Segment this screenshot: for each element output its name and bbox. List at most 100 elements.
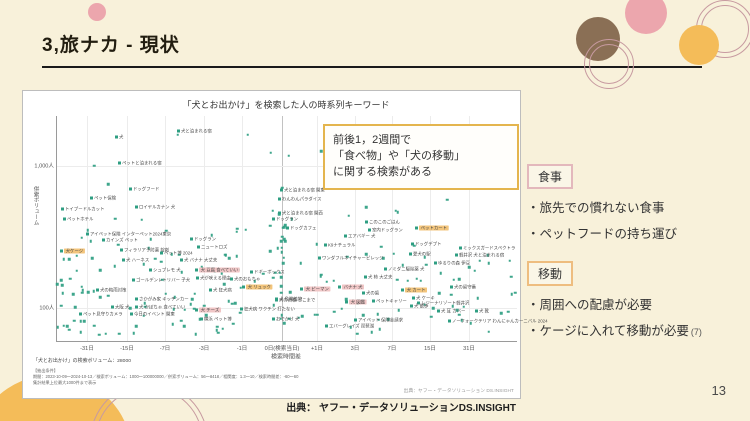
keyword-point: シュプレモ 犬 — [149, 265, 203, 274]
keyword-label: 犬 柿 大丈夫 — [367, 274, 393, 280]
scatter-dot — [361, 291, 365, 295]
scatter-point — [231, 322, 235, 325]
keyword-point: 犬 危険植物 — [275, 294, 321, 303]
scatter-point — [189, 303, 192, 306]
scatter-dot — [229, 277, 233, 281]
keyword-label: このこのごはん — [369, 219, 400, 225]
keyword-label: レジーナリゾート軽井沢 — [421, 300, 470, 306]
scatter-dot — [85, 232, 89, 236]
scatter-dot — [179, 258, 183, 262]
keyword-point: フィラリア予防薬 錠剤 — [120, 246, 206, 255]
y-tick-label: 100人 — [39, 304, 54, 312]
scatter-point — [468, 265, 471, 269]
scatter-dot — [195, 276, 199, 280]
keyword-point: トイプードルカット — [60, 205, 137, 214]
scatter-point — [378, 327, 381, 331]
scatter-point — [56, 326, 59, 329]
scatter-point — [203, 304, 206, 308]
scatter-point — [283, 237, 286, 241]
scatter-point — [486, 254, 490, 257]
keyword-label: 今日のイベント 関東 — [134, 311, 175, 317]
scatter-point — [284, 223, 287, 227]
scatter-point — [478, 259, 482, 263]
keyword-point: アイペット保険 インターペット2024東京 — [85, 229, 238, 238]
keyword-label: エバーグレイズ 琵琶湖 — [329, 323, 375, 329]
scatter-point — [356, 332, 359, 335]
keyword-label: 室内ドッグラン — [371, 227, 403, 233]
scatter-dot — [363, 275, 367, 279]
keyword-label: 犬と泊まれる宿 — [181, 128, 212, 134]
scatter-dot — [130, 312, 134, 316]
keyword-label: ドッグカフェ — [290, 225, 317, 231]
annotation-box: 前後1，2週間で 「食べ物」や「犬の移動」 に関する検索がある — [323, 124, 519, 190]
scatter-point — [397, 309, 401, 312]
scatter-point — [98, 296, 102, 299]
scatter-dot — [177, 129, 181, 133]
vertical-gridline — [241, 116, 243, 341]
scatter-point — [90, 257, 94, 260]
keyword-label: ワンダフルネイチャービレッジ — [321, 255, 384, 261]
keyword-label: 大阪 犬 — [114, 304, 130, 310]
scatter-point — [487, 330, 490, 334]
keyword-label: バナナ 犬 — [342, 284, 365, 290]
scatter-dot — [241, 285, 245, 289]
scatter-dot — [60, 207, 64, 211]
keyword-label: おでかけ 犬 — [275, 316, 300, 322]
keyword-label: 犬の歯 — [365, 290, 380, 296]
scatter-point — [62, 257, 66, 261]
scatter-point — [406, 279, 410, 283]
scatter-point — [261, 272, 265, 275]
chart-source: 出典：ヤフー・データソリューション DS.INSIGHT — [403, 388, 514, 394]
keyword-point: ワンダフルネイチャービレッジ — [317, 253, 434, 262]
keyword-point: 犬 柿 大丈夫 — [363, 273, 412, 282]
scatter-point — [415, 277, 419, 281]
keyword-point: 犬の留守番 — [449, 283, 494, 292]
scatter-dot — [114, 135, 118, 139]
x-tick-label: 15日 — [424, 345, 436, 352]
chart-title: 「犬とお出かけ」を検索した人の時系列キーワード — [182, 100, 390, 110]
scatter-point — [228, 256, 231, 260]
scatter-point — [215, 328, 218, 332]
keyword-label: 軽井沢 犬と泊まれる宿 — [458, 252, 505, 258]
keyword-label: 犬 散歩 — [413, 303, 429, 309]
keyword-point: ペット見守りカメラ — [79, 310, 155, 319]
scatter-dot — [189, 237, 193, 241]
scatter-dot — [271, 217, 275, 221]
scatter-point — [104, 332, 107, 335]
scatter-point — [392, 252, 396, 255]
scatter-point — [289, 291, 292, 294]
keyword-label: 犬のおもちゃ — [233, 276, 261, 282]
bullet-item: ・ケージに入れて移動が必要 (7) — [527, 324, 702, 338]
keyword-label: アイペット 保険金請求 — [358, 317, 404, 323]
scatter-point — [80, 236, 84, 239]
keyword-point: 犬 ピーマン — [299, 285, 352, 294]
scatter-point — [177, 253, 181, 256]
scatter-point — [445, 198, 449, 201]
scatter-point — [60, 283, 64, 287]
scatter-dot — [195, 308, 198, 312]
keyword-label: アイペット保険 インターペット2024東京 — [89, 231, 172, 237]
keyword-label: 犬 ケーキ — [416, 295, 435, 301]
keyword-point: 狂犬病 ワクチン 打たない — [240, 305, 336, 314]
keyword-label: さかがみ家 キッチンカー — [139, 296, 189, 302]
scatter-dot — [135, 205, 139, 209]
scatter-point — [222, 283, 226, 286]
scatter-point — [349, 326, 352, 329]
scatter-point — [89, 240, 92, 243]
scatter-point — [107, 183, 110, 186]
keyword-point: わんわんパラダイス — [277, 195, 354, 204]
scatter-point — [147, 247, 151, 250]
scatter-point — [215, 325, 219, 329]
x-tick-label: 0日(検索当日) — [264, 345, 300, 352]
keyword-point: ノーフォークテリア わんにゃんカーニバル 2024 — [448, 316, 626, 325]
scatter-point — [107, 294, 110, 297]
scatter-point — [204, 313, 208, 317]
scatter-point — [476, 296, 480, 300]
scatter-point — [313, 313, 316, 316]
scatter-point — [231, 302, 234, 305]
keyword-point: 犬 耳 カバー — [436, 307, 485, 316]
keyword-point: 犬 狂犬病 — [208, 285, 247, 294]
keyword-label: シュプレモ 犬 — [153, 267, 181, 273]
scatter-dot — [344, 234, 348, 238]
scatter-point — [164, 229, 168, 233]
